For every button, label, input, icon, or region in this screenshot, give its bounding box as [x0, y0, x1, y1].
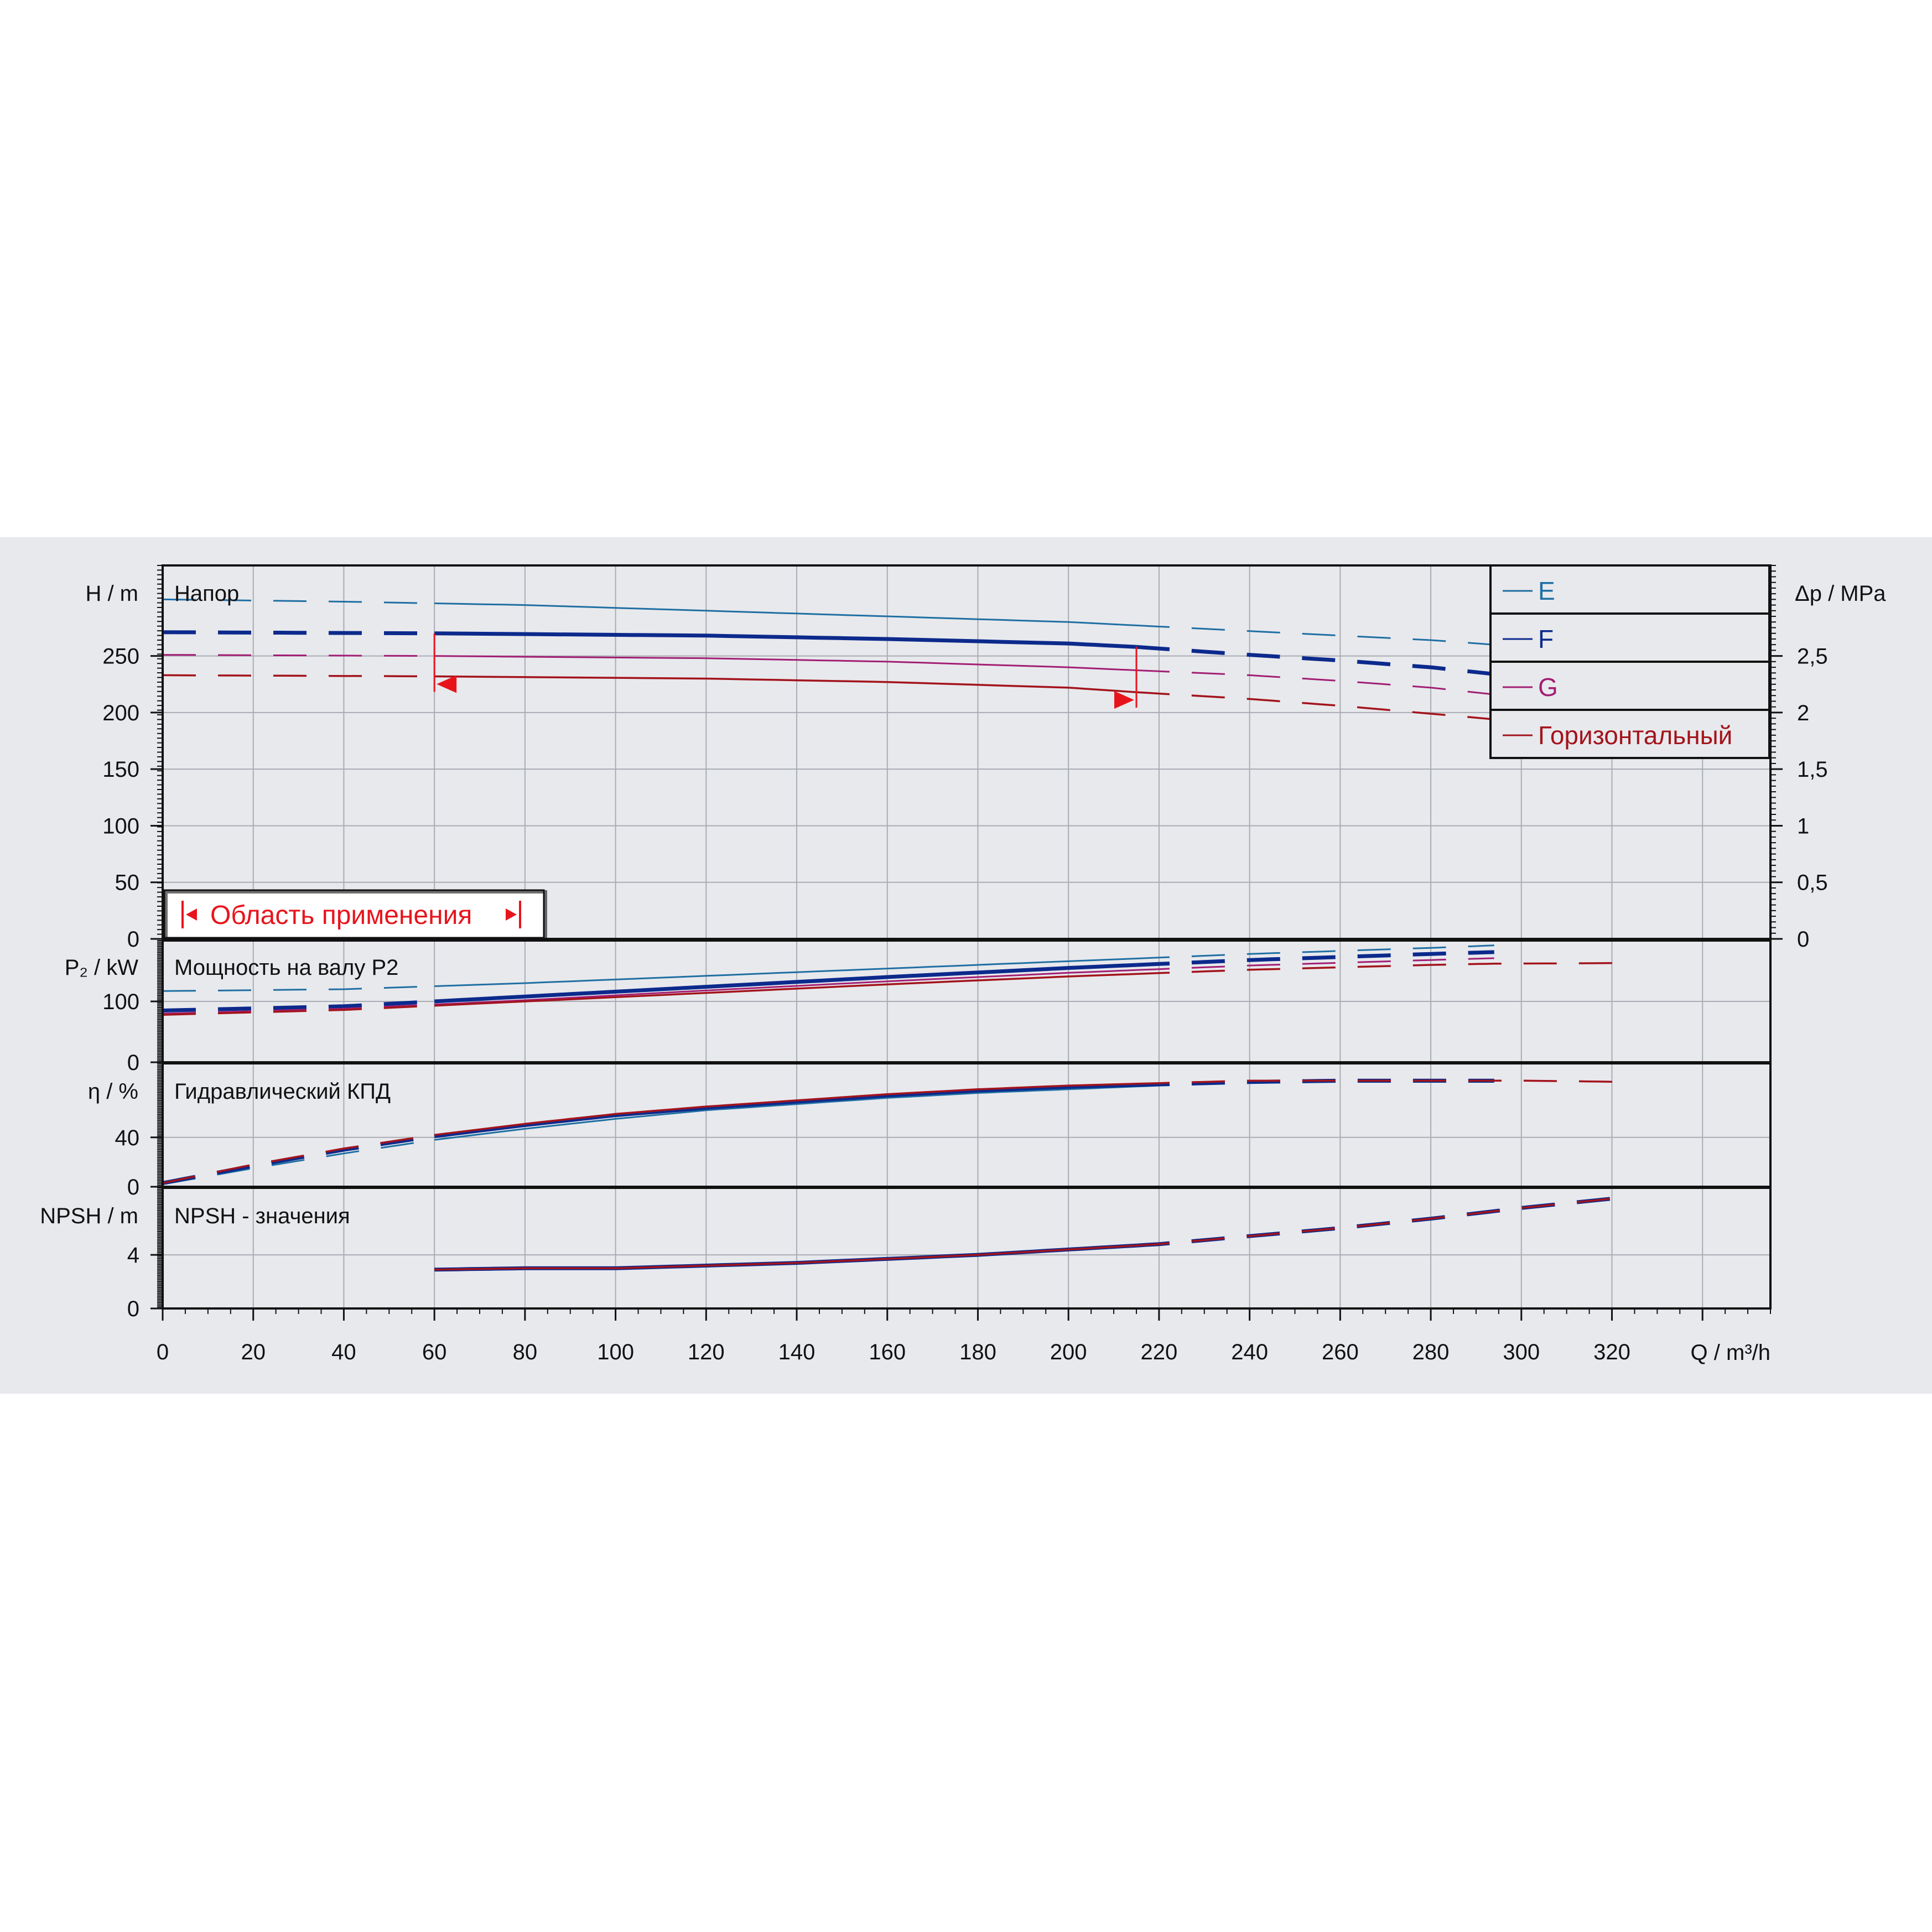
h-axis-label: H / m [85, 581, 138, 606]
y-tick-label: 200 [102, 701, 139, 725]
legend-label-horizontal: Горизонтальный [1538, 721, 1732, 750]
panel-frame-efficiency [162, 1062, 1772, 1188]
y2-tick-label: 1 [1797, 814, 1809, 838]
series-horizontal-npsh-solid [434, 1244, 1137, 1271]
y2-tick-label: 2,5 [1797, 645, 1828, 669]
series-horizontal-efficiency-dashed-start [162, 1134, 435, 1185]
legend-label-f: F [1538, 625, 1554, 653]
panel-title-head: Напор [174, 581, 239, 606]
series-f-power-dashed-end [1136, 950, 1494, 967]
y2-tick-label: 2 [1797, 701, 1809, 725]
npsh-axis-label: NPSH / m [40, 1204, 138, 1228]
series-horizontal-power-dashed-end [1136, 962, 1626, 975]
series-g-power-dashed-end [1136, 957, 1494, 971]
y-tick-label: 250 [102, 645, 139, 669]
x-tick-label: 80 [513, 1340, 538, 1364]
eta-axis-label: η / % [88, 1079, 138, 1104]
series-horizontal-head-dashed-start [162, 674, 435, 678]
y-tick-label: 0 [127, 927, 139, 952]
series-f-efficiency-dashed-start [162, 1134, 435, 1185]
legend: E F G Горизонтальный [1489, 564, 1770, 759]
range-left-arrow-icon [186, 908, 197, 921]
series-horizontal-efficiency-dashed-end [1136, 1079, 1626, 1085]
legend-label-e: E [1538, 577, 1555, 605]
series-f-head-solid [434, 631, 1137, 649]
series-g-head-dashed-start [162, 654, 435, 657]
x-tick-label: 160 [869, 1340, 906, 1364]
series-f-npsh-solid [434, 1243, 1137, 1272]
series-g-head-dashed-end [1136, 669, 1494, 695]
legend-label-g: G [1538, 673, 1558, 702]
x-tick-label: 280 [1412, 1340, 1450, 1364]
range-label: Область применения [210, 901, 472, 930]
y-tick-label: 100 [102, 814, 139, 838]
x-tick-label: 120 [688, 1340, 725, 1364]
x-tick-label: 200 [1050, 1340, 1087, 1364]
y2-tick-label: 1,5 [1797, 757, 1828, 782]
series-g-power-solid [434, 969, 1137, 1005]
series-horizontal-efficiency-solid [434, 1083, 1137, 1136]
panel-title-efficiency: Гидравлический КПД [174, 1079, 391, 1104]
y-tick-label: 0 [127, 1051, 139, 1075]
series-e-head-dashed-end [1136, 624, 1494, 646]
range-end-arrow-icon [1114, 691, 1134, 709]
y-tick-label: 100 [102, 990, 139, 1014]
p2-axis-label: P₂ / kW [65, 955, 139, 980]
x-tick-label: 0 [157, 1340, 169, 1364]
panel-title-power: Мощность на валу P2 [174, 955, 398, 980]
series-e-power-solid [434, 958, 1137, 987]
series-e-efficiency-dashed-start [162, 1139, 435, 1185]
series-e-head-dashed-start [162, 598, 435, 604]
series-horizontal-power-solid [434, 973, 1137, 1007]
x-tick-label: 140 [778, 1340, 816, 1364]
series-layer [162, 598, 1626, 1272]
x-tick-label: 220 [1141, 1340, 1178, 1364]
series-horizontal-power-dashed-start [162, 1004, 435, 1016]
panel-title-npsh: NPSH - значения [174, 1204, 350, 1228]
dp-axis-label: Δp / MPa [1795, 581, 1886, 606]
series-horizontal-npsh-dashed-end [1136, 1196, 1626, 1247]
x-tick-label: 180 [959, 1340, 996, 1364]
series-e-power-dashed-end [1136, 944, 1494, 959]
series-horizontal-head-dashed-end [1136, 691, 1494, 720]
y-tick-label: 40 [115, 1126, 140, 1150]
x-tick-label: 300 [1503, 1340, 1540, 1364]
series-e-efficiency-solid [434, 1086, 1137, 1141]
x-tick-label: 260 [1322, 1340, 1359, 1364]
operating-range-box: Область применения [163, 889, 547, 941]
series-f-power-solid [434, 963, 1137, 1004]
y-tick-label: 150 [102, 757, 139, 782]
series-e-head-solid [434, 603, 1137, 626]
x-tick-label: 100 [597, 1340, 634, 1364]
x-tick-label: 20 [241, 1340, 266, 1364]
x-tick-label: 320 [1593, 1340, 1630, 1364]
grid-layer [163, 565, 1770, 1308]
x-tick-label: 60 [422, 1340, 447, 1364]
y-tick-label: 4 [127, 1243, 139, 1268]
series-g-head-solid [434, 655, 1137, 671]
series-horizontal-head-solid [434, 675, 1137, 693]
series-f-head-dashed-end [1136, 645, 1495, 676]
range-start-arrow-icon [437, 675, 457, 693]
range-right-arrow-icon [506, 908, 517, 921]
y-tick-label: 0 [127, 1297, 139, 1321]
series-f-efficiency-solid [434, 1083, 1137, 1139]
y2-tick-label: 0 [1797, 927, 1809, 952]
y2-tick-label: 0,5 [1797, 871, 1828, 895]
q-axis-label: Q / m³/h [1691, 1341, 1770, 1365]
series-e-power-dashed-start [162, 985, 435, 992]
y-tick-label: 0 [127, 1175, 139, 1199]
series-f-power-dashed-start [162, 999, 435, 1012]
series-f-head-dashed-start [162, 630, 435, 636]
series-g-power-dashed-start [162, 1004, 435, 1015]
y-tick-label: 50 [115, 871, 140, 895]
x-tick-label: 240 [1231, 1340, 1268, 1364]
x-tick-label: 40 [331, 1340, 356, 1364]
